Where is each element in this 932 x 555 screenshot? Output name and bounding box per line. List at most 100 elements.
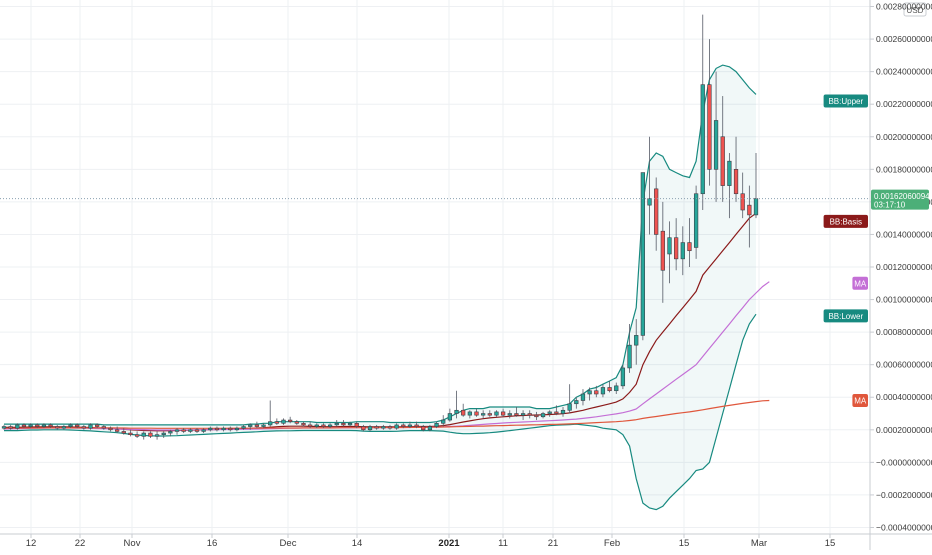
candle (474, 408, 479, 417)
candle-body (693, 193, 699, 248)
candle (520, 410, 526, 421)
candle (654, 177, 659, 251)
candle (647, 136, 652, 235)
time-tick-label: 16 (207, 538, 218, 549)
price-axis-panel[interactable] (870, 0, 932, 534)
candle-body (654, 188, 659, 235)
candle (700, 14, 705, 211)
candle (128, 429, 133, 437)
price-tick-label: 0.00240000000 (876, 67, 932, 77)
candle-body (281, 419, 286, 424)
candle (507, 410, 512, 419)
candle (321, 423, 326, 429)
candle (248, 423, 253, 430)
candle (314, 423, 319, 429)
candle (707, 39, 712, 186)
candle-body (121, 431, 126, 434)
candle-body (41, 424, 47, 427)
candle (434, 421, 439, 429)
candle-body (208, 427, 213, 431)
indicator-tag-label: MA (854, 397, 867, 406)
indicator-tag[interactable]: MA (852, 276, 868, 290)
candle-body (61, 426, 67, 429)
candle-body (580, 393, 586, 401)
candle (234, 426, 240, 432)
candle-body (181, 429, 186, 432)
price-tick-label: −0.00040000000 (876, 522, 932, 532)
candle (61, 424, 67, 430)
candle-body (188, 429, 193, 432)
candle (614, 382, 619, 394)
candle-body (228, 427, 233, 431)
candle (680, 226, 685, 276)
candle-body (115, 429, 120, 432)
price-tick-label: 0.00220000000 (876, 99, 932, 109)
candle-body (640, 172, 645, 336)
candle-body (374, 426, 379, 429)
candle (594, 385, 599, 398)
candle-body (394, 424, 399, 429)
price-tick-label: 0.00200000000 (876, 132, 932, 142)
candle (540, 411, 546, 419)
candle-body (527, 413, 532, 416)
candle (161, 431, 166, 438)
candle (461, 403, 466, 417)
candle-body (174, 429, 180, 432)
indicator-tag[interactable]: MA (852, 394, 868, 407)
candle-body (494, 411, 499, 416)
candle (554, 405, 559, 416)
candle (514, 407, 519, 417)
candle (667, 221, 672, 284)
last-price-value: 0.00162060094 (874, 192, 930, 201)
indicator-tag-background (823, 94, 868, 108)
candle-body (81, 426, 86, 429)
candle (560, 407, 566, 417)
candle-body (627, 344, 632, 369)
candle-body (361, 426, 366, 431)
indicator-tag[interactable]: BB:Upper (823, 94, 868, 108)
candle-body (35, 424, 40, 427)
currency-label: USD (907, 6, 924, 15)
candle-body (407, 424, 413, 427)
time-tick-label: 14 (352, 538, 363, 549)
candle-body (68, 424, 73, 427)
indicator-tag-label: BB:Lower (828, 312, 863, 321)
currency-badge[interactable] (903, 2, 927, 17)
time-tick-label: 11 (498, 538, 508, 549)
candle (261, 423, 266, 429)
price-tick-label: 0.00120000000 (876, 262, 932, 272)
candle-body (660, 230, 665, 271)
candle-body (248, 424, 253, 427)
price-tick-label: 0.00140000000 (876, 229, 932, 239)
candle (367, 424, 373, 432)
indicator-tag-label: MA (854, 279, 867, 288)
candle (427, 424, 433, 432)
candle (580, 389, 586, 406)
candle (747, 185, 752, 248)
indicator-tag[interactable]: BB:Lower (823, 309, 868, 323)
bb-upper-line (4, 64, 757, 426)
candle (441, 415, 446, 427)
candle-body (574, 400, 579, 405)
indicator-tag[interactable]: BB:Basis (823, 214, 868, 228)
candle (294, 420, 299, 425)
candle-body (434, 422, 439, 427)
candle-body (234, 427, 240, 431)
candle-body (680, 242, 685, 260)
candle-body (740, 193, 745, 211)
candle-body (720, 136, 725, 186)
candle-body (594, 390, 599, 395)
candle (467, 410, 472, 419)
candle-body (148, 432, 153, 437)
candle (407, 421, 413, 429)
ma-orange-line (4, 399, 770, 429)
candle-body (194, 429, 200, 432)
candle (600, 384, 606, 398)
candle (381, 424, 386, 430)
time-axis-ticks: 12 22 Nov 16 Dec 14 2021 11 21 Feb 15 Mar 15 (26, 534, 835, 549)
candle (414, 421, 419, 429)
indicator-tag-label: BB:Basis (830, 217, 862, 226)
